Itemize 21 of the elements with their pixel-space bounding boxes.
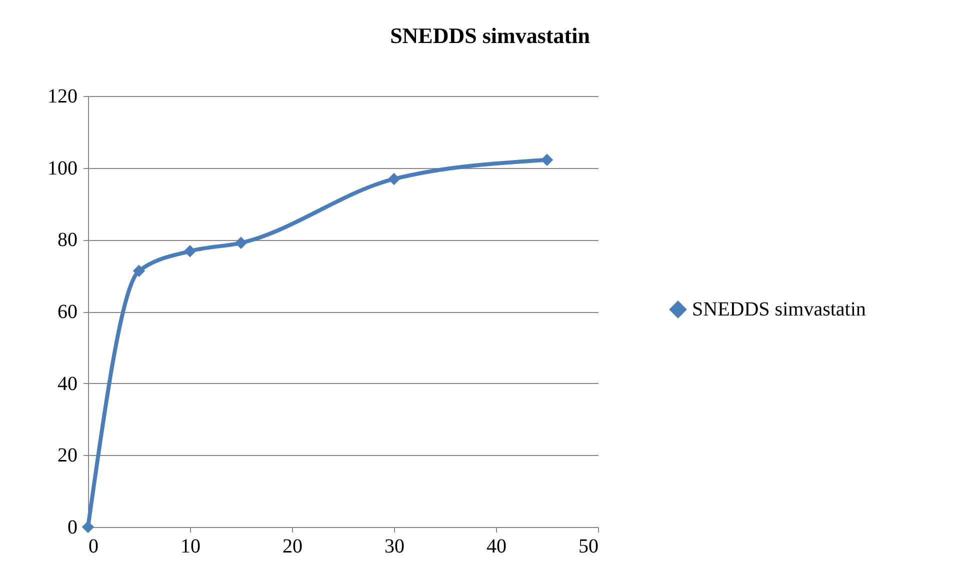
- chart-title: SNEDDS simvastatin: [390, 23, 590, 48]
- x-tick-label: 10: [180, 536, 200, 558]
- legend-label: SNEDDS simvastatin: [692, 298, 866, 320]
- point: [82, 520, 94, 534]
- point: [132, 264, 146, 278]
- y-tick-label: 80: [58, 229, 78, 252]
- point: [388, 172, 400, 186]
- y-tick-label: 60: [58, 301, 78, 323]
- point: [540, 154, 554, 166]
- x-tick-label: 30: [384, 536, 404, 558]
- y-tick-label: 100: [48, 157, 78, 180]
- point: [184, 245, 196, 258]
- y-tick-label: 20: [58, 444, 78, 467]
- x-tick-label: 0: [88, 536, 98, 558]
- y-tick-label: 40: [58, 372, 78, 395]
- x-tick-label: 50: [578, 536, 598, 558]
- point: [234, 236, 248, 250]
- x-tick-label: 20: [282, 536, 302, 558]
- x-tick-label: 40: [486, 536, 506, 558]
- y-tick-label: 0: [68, 516, 78, 538]
- y-tick-label: 120: [48, 86, 78, 108]
